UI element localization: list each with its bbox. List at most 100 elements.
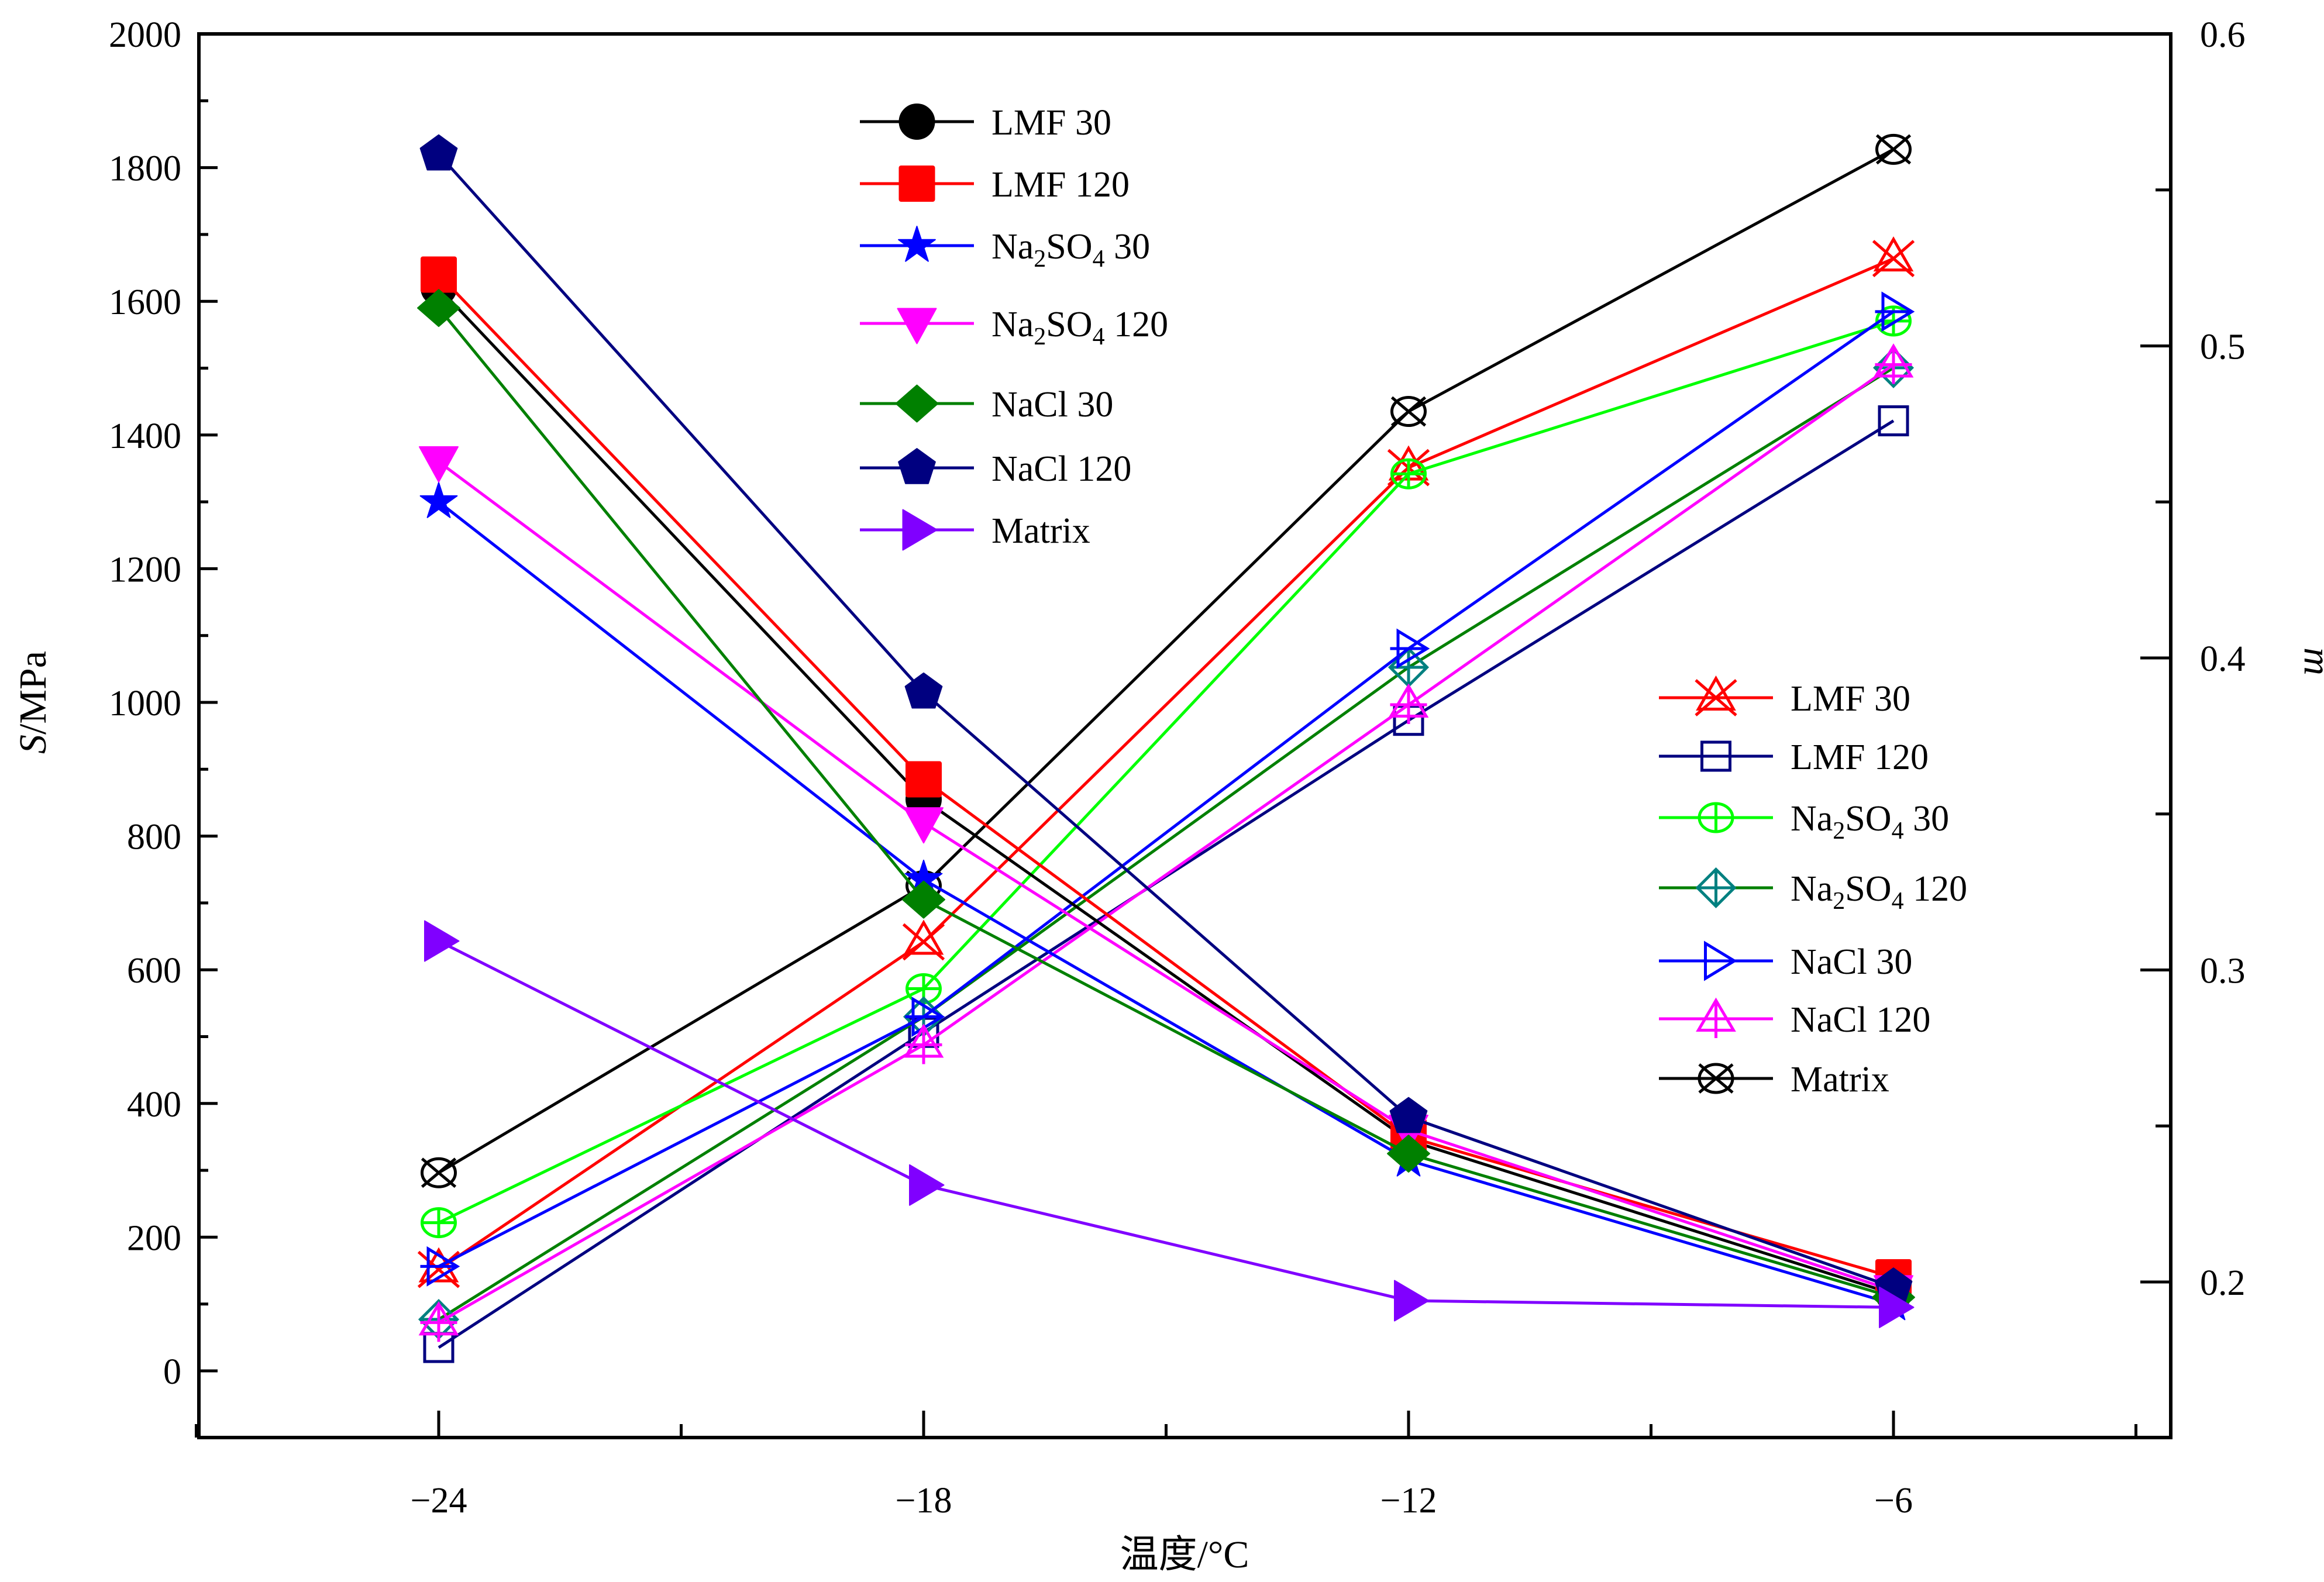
axes: 0 200 400 600 800 1000 1200 1400 1600 1800 2000 0.2… (109, 15, 2246, 1521)
y-axis-title-unit: /MPa (12, 651, 54, 735)
legend-swatch-marker (895, 384, 939, 423)
series-m_na2so4_120 (418, 347, 1915, 1340)
legend-entry-m_na2so4_120: Na2SO4 120 (1659, 867, 1967, 915)
series-s_na2so4_120 (419, 446, 1913, 1312)
legend-label-part: 4 (1093, 323, 1105, 350)
series-line-s_nacl120 (438, 153, 1894, 1289)
legend-entry-s_lmf120: LMF 120 (860, 165, 1130, 205)
y2-tick-label: 0.4 (2200, 639, 2246, 679)
y-axis-title-symbol: S (12, 735, 54, 754)
marker-triangle-right (1394, 1280, 1430, 1322)
marker-circle-open (421, 1157, 457, 1188)
data-point (903, 1023, 944, 1064)
x-tick-label: −18 (896, 1481, 952, 1521)
marker-x-stroke (1695, 679, 1737, 716)
legend-entry-m_nacl120: NaCl 120 (1659, 997, 1930, 1040)
marker-triangle (1873, 236, 1914, 272)
marker-triangle (903, 919, 944, 955)
y2-axis-title: m (2296, 647, 2324, 675)
x-axis-title: 温度/°C (1120, 1533, 1249, 1576)
legend-label-part: 2 (1034, 323, 1046, 350)
marker-circle-open (1875, 133, 1912, 165)
data-point (1387, 1135, 1430, 1173)
legend-label: NaCl 30 (1791, 942, 1912, 982)
legend-label: LMF 30 (991, 103, 1111, 143)
marker-diamond (1387, 1135, 1430, 1173)
legend-label-part: 30 (1105, 227, 1151, 267)
y-tick-label: 0 (163, 1352, 181, 1392)
marker-diamond (902, 880, 945, 919)
marker-pentagon (898, 448, 936, 484)
series-s_matrix (424, 920, 1915, 1328)
marker-pentagon (419, 134, 458, 171)
legend-label-part: Na (991, 227, 1034, 267)
marker-circle (898, 104, 935, 140)
series-line-m_matrix (438, 148, 1895, 1174)
y-tick-label: 1200 (109, 550, 181, 590)
data-point (1872, 236, 1915, 278)
data-point (902, 919, 945, 961)
marker-triangle-down (419, 446, 459, 483)
legend-entry-m_lmf120: LMF 120 (1659, 737, 1929, 777)
series-s_nacl120 (419, 134, 1913, 1304)
legend-label: Matrix (1791, 1060, 1889, 1100)
legend-label: LMF 120 (991, 165, 1130, 205)
legend-label: LMF 120 (1791, 737, 1929, 777)
y2-tick-label: 0.5 (2200, 328, 2246, 367)
legend-swatch-marker (1696, 997, 1736, 1038)
marker-square (906, 761, 942, 798)
data-point (419, 482, 458, 518)
legend-label-part: 4 (1892, 888, 1904, 915)
y-axis-title: S/MPa (12, 651, 54, 754)
series-line-s_nacl30 (438, 307, 1894, 1299)
legend-label-part: Na (1791, 799, 1833, 839)
x-tick-label: −24 (411, 1481, 467, 1521)
legend-label: NaCl 30 (991, 385, 1113, 425)
x-tick-label: −12 (1380, 1481, 1437, 1521)
series-s_lmf120 (421, 256, 1912, 1295)
legend-label-part: SO (1845, 799, 1891, 839)
marker-pentagon (904, 672, 943, 709)
marker-square (421, 256, 457, 293)
legend-label: NaCl 120 (1791, 1000, 1930, 1040)
legend-swatch-marker (1695, 867, 1737, 909)
data-point (424, 920, 460, 962)
legend-entry-s_na2so4_30: Na2SO4 30 (860, 226, 1150, 273)
legend-label: LMF 30 (1791, 679, 1910, 719)
legend-label: Na2SO4 30 (991, 227, 1150, 273)
y-tick-label: 1600 (109, 282, 181, 322)
data-point (421, 1207, 457, 1239)
series-line-m_lmf120 (438, 419, 1895, 1349)
series-group (417, 133, 1915, 1363)
series-line-s_matrix (438, 939, 1894, 1309)
legend-swatch-marker (1698, 1063, 1734, 1094)
marker-triangle-right (1879, 1286, 1915, 1328)
legend-swatch-marker (898, 226, 936, 262)
data-point (1388, 683, 1429, 725)
legend-swatch-marker (897, 308, 937, 344)
marker-star (898, 226, 936, 262)
legend-swatch-marker (902, 509, 938, 551)
marker-square-open (1878, 405, 1909, 437)
data-point (1394, 1280, 1430, 1322)
legend-entry-s_matrix: Matrix (860, 509, 1090, 551)
legend-label: Na2SO4 120 (1791, 869, 1967, 915)
legend-label-part: 4 (1093, 246, 1105, 273)
legend-entry-m_na2so4_30: Na2SO4 30 (1659, 799, 1949, 845)
legend-swatch-marker (1695, 675, 1737, 716)
legend-entry-m_matrix: Matrix (1659, 1060, 1889, 1100)
legend-label: Na2SO4 30 (1791, 799, 1949, 845)
legend-entry-s_nacl120: NaCl 120 (860, 448, 1131, 489)
y-tick-label: 1000 (109, 684, 181, 723)
legend-entry-s_lmf30: LMF 30 (860, 103, 1111, 143)
series-line-s_lmf30 (438, 287, 1894, 1295)
series-line-m_na2so4_120 (438, 366, 1895, 1321)
marker-triangle-right (902, 509, 938, 551)
legend-label-part: 120 (1904, 869, 1968, 909)
data-point (420, 1246, 460, 1287)
marker-x-stroke (1872, 240, 1915, 278)
marker-triangle-down (904, 807, 944, 844)
y2-tick-label: 0.6 (2200, 15, 2246, 55)
